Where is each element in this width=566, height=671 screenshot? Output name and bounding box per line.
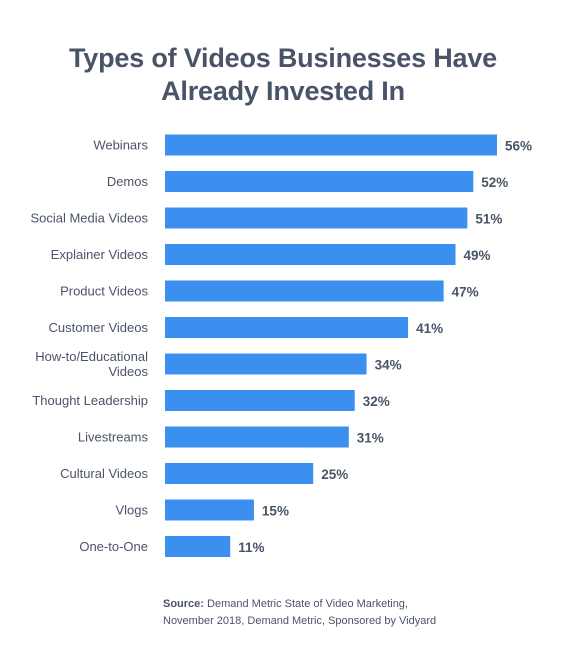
bar-8 (165, 426, 349, 448)
value-label-6: 34% (375, 358, 402, 373)
value-label-2: 51% (475, 212, 502, 227)
chart-title-line-2: Already Invested In (161, 76, 405, 106)
source-note: Source: Demand Metric State of Video Mar… (163, 596, 523, 630)
category-label-4: Product Videos (60, 284, 148, 299)
category-label-5: Customer Videos (49, 320, 149, 335)
category-label-11: One-to-One (79, 539, 148, 554)
value-label-1: 52% (481, 175, 508, 190)
category-label-6-line-1: Videos (108, 364, 148, 379)
value-label-9: 25% (321, 467, 348, 482)
category-label-10: Vlogs (115, 503, 148, 518)
bar-9 (165, 463, 314, 484)
bar-1 (165, 171, 474, 192)
chart-title-line-1: Types of Videos Businesses Have (69, 43, 497, 73)
bar-2 (165, 207, 468, 229)
bar-5 (165, 317, 409, 338)
category-label-8: Livestreams (78, 430, 149, 445)
value-label-0: 56% (505, 139, 532, 154)
bar-3 (165, 244, 456, 265)
value-label-3: 49% (464, 248, 491, 263)
value-label-10: 15% (262, 504, 289, 519)
category-label-9: Cultural Videos (60, 466, 148, 481)
category-label-6-line-0: How-to/Educational (35, 349, 148, 364)
source-text-line-2: November 2018, Demand Metric, Sponsored … (163, 615, 437, 627)
value-label-11: 11% (238, 540, 264, 555)
chart-title: Types of Videos Businesses Have Already … (0, 42, 566, 108)
value-label-7: 32% (363, 394, 390, 409)
category-label-0: Webinars (93, 138, 148, 153)
bar-6 (165, 353, 367, 375)
value-label-4: 47% (452, 285, 479, 300)
value-label-5: 41% (416, 321, 443, 336)
category-label-2: Social Media Videos (30, 211, 148, 226)
bar-11 (165, 536, 231, 557)
bar-10 (165, 499, 254, 521)
value-label-8: 31% (357, 431, 384, 446)
bar-4 (165, 280, 444, 302)
category-label-7: Thought Leadership (32, 393, 148, 408)
bar-7 (165, 390, 355, 411)
bar-0 (165, 134, 497, 156)
source-label: Source: (163, 598, 204, 610)
source-text-line-1: Demand Metric State of Video Marketing, (207, 598, 408, 610)
category-label-1: Demos (107, 174, 149, 189)
category-label-3: Explainer Videos (51, 247, 149, 262)
